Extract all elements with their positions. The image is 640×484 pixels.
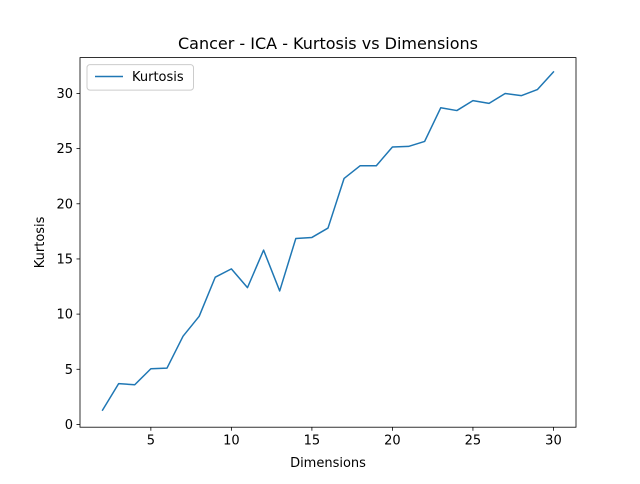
- x-tick-label: 10: [223, 434, 240, 449]
- x-axis: 5 10 15 20 25 30: [147, 427, 562, 449]
- plot-frame: [79, 57, 577, 428]
- legend: Kurtosis: [86, 64, 194, 91]
- plot-area: [80, 57, 576, 428]
- y-axis-label: Kurtosis: [33, 216, 48, 268]
- legend-label: Kurtosis: [132, 70, 184, 85]
- y-tick-label: 30: [56, 87, 73, 102]
- x-tick-label: 15: [304, 434, 321, 449]
- y-tick-label: 25: [56, 142, 73, 157]
- x-tick-label: 20: [384, 434, 401, 449]
- x-tick-label: 25: [465, 434, 482, 449]
- chart-title: Cancer - ICA - Kurtosis vs Dimensions: [178, 34, 478, 53]
- plot-content: [101, 70, 555, 412]
- x-tick-label: 5: [147, 434, 155, 449]
- x-tick-label: 30: [545, 434, 562, 449]
- y-tick-label: 0: [65, 418, 73, 433]
- y-tick-label: 15: [56, 252, 73, 267]
- x-axis-label: Dimensions: [290, 456, 366, 471]
- y-tick-label: 5: [65, 363, 73, 378]
- series-line-0: [101, 70, 555, 412]
- y-axis: 0 5 10 15 20 25 30: [56, 87, 80, 433]
- y-tick-label: 10: [56, 308, 73, 323]
- y-tick-label: 20: [56, 197, 73, 212]
- legend-box: [86, 64, 194, 91]
